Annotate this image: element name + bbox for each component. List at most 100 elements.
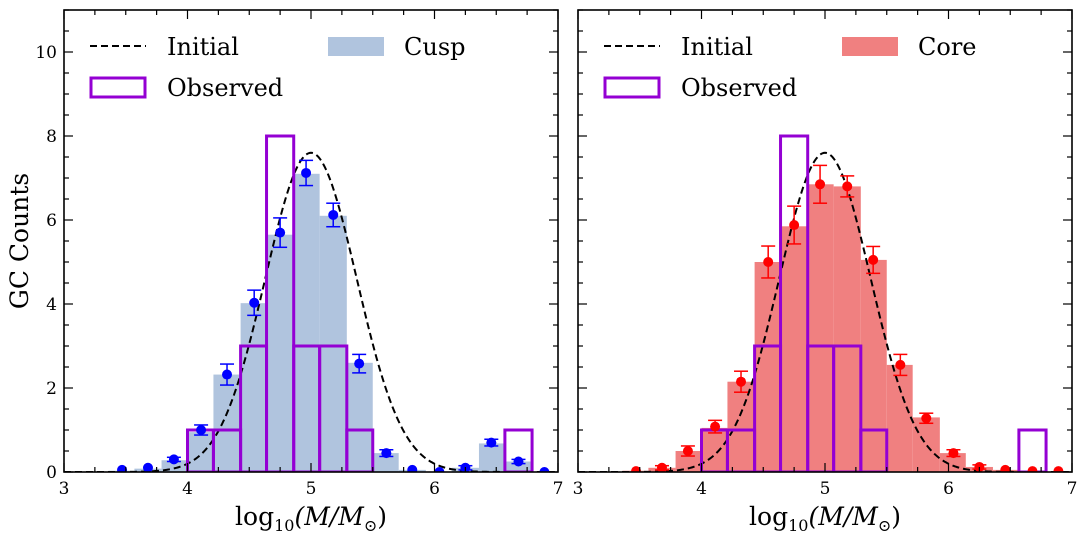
model-bar-4 bbox=[727, 381, 755, 472]
y-tick-label: 4 bbox=[46, 295, 57, 315]
data-point-2 bbox=[168, 454, 179, 465]
data-point-15 bbox=[513, 456, 524, 467]
data-point-5 bbox=[249, 297, 260, 308]
legend-model-swatch bbox=[842, 37, 898, 56]
data-point-11 bbox=[407, 464, 418, 472]
model-bar-12 bbox=[939, 453, 966, 472]
model-bar-10 bbox=[886, 364, 913, 472]
data-point-0 bbox=[117, 464, 128, 472]
y-tick-label: 0 bbox=[46, 463, 57, 483]
legend-model-label: Cusp bbox=[404, 33, 466, 61]
data-point-2 bbox=[682, 446, 693, 456]
x-tick-label: 3 bbox=[59, 479, 70, 499]
data-point-12 bbox=[434, 467, 445, 472]
y-tick-label: 10 bbox=[35, 43, 57, 63]
legend-model-label: Core bbox=[918, 33, 977, 61]
data-point-1 bbox=[142, 462, 153, 472]
model-bar-3 bbox=[701, 427, 728, 472]
data-point-0 bbox=[631, 466, 642, 472]
x-axis-title: log10(M/M⊙) bbox=[235, 502, 387, 535]
legend-initial-label: Initial bbox=[167, 33, 239, 61]
model-bar-14 bbox=[478, 443, 505, 472]
data-point-14 bbox=[486, 437, 497, 448]
model-bar-15 bbox=[504, 461, 533, 472]
x-axis-title-sun: ⊙ bbox=[878, 516, 891, 535]
model-bar-10 bbox=[372, 453, 399, 472]
data-point-7 bbox=[815, 179, 826, 190]
observed-bar-8 bbox=[503, 428, 534, 472]
legend-observed-swatch bbox=[89, 76, 147, 99]
x-axis-title-base: log bbox=[235, 502, 274, 531]
x-tick-label: 5 bbox=[820, 479, 831, 499]
data-point-8 bbox=[328, 209, 339, 220]
data-point-4 bbox=[736, 376, 747, 387]
right-panel: 3 4 5 6 7 log10(M/M⊙) Initial Observed Core bbox=[573, 9, 1078, 535]
y-axis-title: GC Counts bbox=[5, 173, 34, 309]
legend-observed-swatch bbox=[603, 76, 661, 99]
observed-bar-3 bbox=[779, 134, 810, 472]
model-bar-5 bbox=[754, 262, 781, 472]
data-point-10 bbox=[381, 448, 392, 459]
y-tick-label: 8 bbox=[46, 127, 57, 147]
legend-observed-label: Observed bbox=[167, 74, 283, 102]
x-tick-label: 7 bbox=[1067, 479, 1078, 499]
observed-bar-5 bbox=[832, 344, 863, 472]
data-point-16 bbox=[1053, 466, 1064, 472]
observed-bar-5 bbox=[318, 344, 349, 472]
x-axis-title-close: ) bbox=[377, 502, 387, 531]
data-point-14 bbox=[1000, 464, 1011, 472]
data-point-6 bbox=[789, 220, 800, 231]
legend: Initial Observed Cusp bbox=[89, 33, 466, 102]
data-point-3 bbox=[196, 425, 207, 435]
model-bar-6 bbox=[266, 234, 294, 472]
x-axis-title-base: log bbox=[749, 502, 788, 531]
data-point-10 bbox=[895, 359, 906, 370]
model-bar-8 bbox=[833, 186, 861, 472]
plot-area bbox=[578, 134, 1072, 472]
data-point-3 bbox=[710, 421, 721, 432]
model-bar-11 bbox=[912, 417, 940, 472]
x-axis-title: log10(M/M⊙) bbox=[749, 502, 901, 535]
x-tick-label: 4 bbox=[182, 479, 193, 499]
data-point-5 bbox=[763, 257, 774, 267]
model-bar-6 bbox=[780, 226, 808, 472]
data-point-12 bbox=[948, 448, 959, 459]
data-point-15 bbox=[1027, 466, 1038, 472]
y-tick-label: 6 bbox=[46, 211, 57, 231]
x-tick-label: 4 bbox=[696, 479, 707, 499]
model-bar-7 bbox=[807, 184, 834, 472]
data-point-6 bbox=[275, 227, 286, 238]
x-axis-title-rest: (M/M bbox=[808, 502, 879, 531]
data-point-13 bbox=[974, 461, 985, 472]
x-axis-title-sun: ⊙ bbox=[364, 516, 377, 535]
model-bar-7 bbox=[293, 173, 320, 472]
model-bar-9 bbox=[346, 362, 373, 472]
x-tick-label: 6 bbox=[943, 479, 954, 499]
data-point-16 bbox=[539, 467, 550, 472]
x-tick-label: 7 bbox=[553, 479, 564, 499]
legend: Initial Observed Core bbox=[603, 33, 977, 102]
observed-bar-6 bbox=[859, 428, 889, 472]
plot-area bbox=[64, 134, 558, 472]
observed-bar-3 bbox=[265, 134, 296, 472]
y-tick-label: 2 bbox=[46, 379, 57, 399]
x-axis-title-rest: (M/M bbox=[294, 502, 365, 531]
legend-model-swatch bbox=[328, 37, 384, 56]
x-tick-label: 3 bbox=[573, 479, 584, 499]
data-point-9 bbox=[868, 254, 879, 265]
x-axis-title-close: ) bbox=[891, 502, 901, 531]
x-tick-label: 5 bbox=[306, 479, 317, 499]
data-point-4 bbox=[222, 369, 233, 380]
model-bar-8 bbox=[319, 215, 347, 472]
model-bar-2 bbox=[161, 460, 188, 472]
x-tick-label: 6 bbox=[429, 479, 440, 499]
data-point-11 bbox=[921, 413, 932, 424]
data-point-7 bbox=[301, 167, 312, 178]
x-axis-title-sub: 10 bbox=[788, 516, 808, 535]
data-point-8 bbox=[842, 181, 853, 192]
legend-observed-label: Observed bbox=[681, 74, 797, 102]
x-axis-title-sub: 10 bbox=[274, 516, 294, 535]
observed-bar-6 bbox=[345, 428, 375, 472]
